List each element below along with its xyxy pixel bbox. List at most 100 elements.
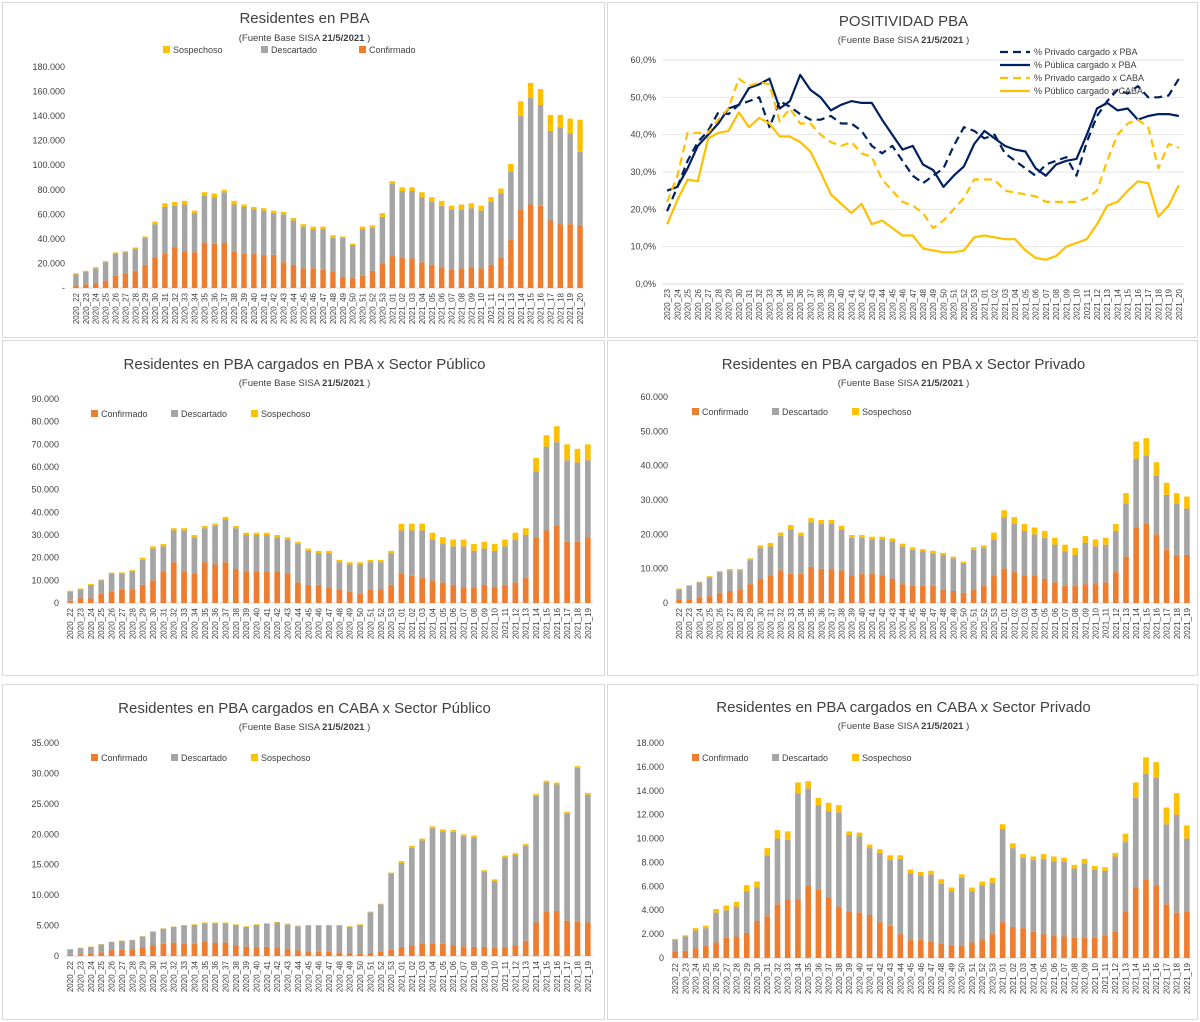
bar-segment-descartado <box>737 570 743 590</box>
bar-segment-descartado <box>438 205 445 268</box>
x-tick-label: 2021_10 <box>491 607 500 639</box>
bar-segment-confirmado <box>502 946 508 956</box>
bar-segment-descartado <box>754 887 760 921</box>
legend-label: % Público cargado x CABA <box>1034 86 1143 96</box>
legend-swatch <box>852 408 859 415</box>
bar-segment-descartado <box>1102 544 1109 583</box>
bar-segment-descartado <box>119 573 125 590</box>
bar-segment-sospechoso <box>713 909 719 913</box>
bar-segment-descartado <box>950 558 957 591</box>
x-tick-label: 2020_49 <box>929 288 938 320</box>
bar-segment-confirmado <box>310 268 316 288</box>
x-tick-label: 2021_10 <box>1092 607 1101 639</box>
bar-segment-sospechoso <box>222 516 229 520</box>
x-tick-label: 2020_48 <box>937 962 946 994</box>
bar-segment-descartado <box>132 248 138 271</box>
bar-segment-confirmado <box>815 889 822 958</box>
bar-segment-confirmado <box>747 584 753 603</box>
bar-segment-sospechoso <box>1133 441 1139 459</box>
bar-segment-confirmado <box>869 573 875 603</box>
bar-segment-descartado <box>897 858 904 935</box>
y-tick-label: 4.000 <box>641 905 664 915</box>
bar-segment-confirmado <box>346 952 353 956</box>
bar-segment-confirmado <box>784 899 791 958</box>
bar-segment-confirmado <box>713 942 719 958</box>
bar-segment-descartado <box>818 524 825 569</box>
x-tick-label: 2020_43 <box>284 607 293 639</box>
bar-segment-confirmado <box>928 941 934 958</box>
bar-segment-confirmado <box>512 582 519 603</box>
x-tick-label: 2021_05 <box>1040 962 1049 994</box>
bar-segment-sospechoso <box>478 205 484 211</box>
x-tick-label: 2021_07 <box>448 292 457 324</box>
bar-segment-descartado <box>537 105 544 206</box>
bar-segment-descartado <box>419 197 425 263</box>
bar-segment-descartado <box>798 536 804 574</box>
bar-segment-confirmado <box>958 946 965 958</box>
bar-segment-sospechoso <box>139 557 146 560</box>
y-tick-label: 50.000 <box>640 426 668 436</box>
x-tick-label: 2021_07 <box>1060 962 1069 994</box>
bar-segment-descartado <box>795 793 801 900</box>
bar-segment-confirmado <box>367 952 374 956</box>
bar-segment-descartado <box>160 546 167 572</box>
bar-segment-confirmado <box>1071 937 1078 958</box>
x-tick-label: 2020_23 <box>685 607 694 639</box>
bar-segment-descartado <box>488 202 494 265</box>
chart-svg-c1: Residentes en PBA (Fuente Base SISA 21/5/… <box>32 10 585 324</box>
x-tick-label: 2020_22 <box>675 607 684 639</box>
x-tick-label: 2020_30 <box>149 960 158 992</box>
subtitle-source: (Fuente Base SISA <box>838 35 921 46</box>
x-tick-label: 2021_08 <box>457 292 466 324</box>
bar-segment-sospechoso <box>491 879 498 882</box>
x-tick-label: 2020_30 <box>149 607 158 639</box>
bar-segment-descartado <box>1143 774 1149 880</box>
x-tick-label: 2020_43 <box>888 607 897 639</box>
bar-segment-confirmado <box>969 942 975 958</box>
x-tick-label: 2020_44 <box>289 292 298 324</box>
x-tick-label: 2021_07 <box>1042 288 1051 320</box>
x-tick-label: 2020_35 <box>804 962 813 994</box>
bar-segment-sospechoso <box>305 548 312 551</box>
bar-segment-sospechoso <box>512 853 519 855</box>
bar-segment-descartado <box>315 925 322 952</box>
x-tick-label: 2020_31 <box>745 288 754 320</box>
chart-svg-c4: Residentes en PBA cargados en PBA x Sect… <box>640 356 1192 639</box>
x-tick-label: 2021_08 <box>1052 288 1061 320</box>
x-tick-label: 2021_17 <box>1162 962 1171 994</box>
bar-segment-descartado <box>274 922 281 948</box>
x-tick-label: 2020_50 <box>958 962 967 994</box>
bar-segment-sospechoso <box>221 189 227 193</box>
x-tick-label: 2020_32 <box>170 607 179 639</box>
bar-segment-sospechoso <box>336 924 343 926</box>
y-tick-label: 40.000 <box>37 234 65 244</box>
x-tick-label: 2020_53 <box>387 960 396 992</box>
x-tick-label: 2020_34 <box>776 288 785 320</box>
bar-segment-confirmado <box>119 589 125 603</box>
x-tick-label: 2020_47 <box>927 962 936 994</box>
bar-segment-confirmado <box>1062 585 1068 603</box>
bar-segment-confirmado <box>98 593 105 603</box>
bar-segment-sospechoso <box>440 537 446 545</box>
x-tick-label: 2020_27 <box>704 288 713 320</box>
bar-segment-confirmado <box>264 571 270 603</box>
bar-segment-sospechoso <box>142 236 148 238</box>
x-tick-label: 2020_22 <box>671 962 680 994</box>
bar-segment-descartado <box>471 550 477 588</box>
bar-segment-confirmado <box>879 575 886 603</box>
x-tick-label: 2020_45 <box>888 288 897 320</box>
x-tick-label: 2021_09 <box>480 607 489 639</box>
bar-segment-sospechoso <box>1011 517 1018 525</box>
legend-swatch <box>261 46 268 53</box>
y-tick-label: 12.000 <box>636 810 664 820</box>
bar-segment-descartado <box>527 97 534 205</box>
y-tick-label: 80.000 <box>37 185 65 195</box>
bar-segment-descartado <box>77 589 84 599</box>
bar-segment-descartado <box>326 925 332 952</box>
bar-segment-sospechoso <box>191 535 198 538</box>
bar-segment-sospechoso <box>77 588 84 590</box>
bar-segment-confirmado <box>349 278 356 288</box>
x-tick-label: 2020_37 <box>827 607 836 639</box>
y-tick-label: - <box>62 283 65 293</box>
bar-segment-descartado <box>672 940 678 953</box>
